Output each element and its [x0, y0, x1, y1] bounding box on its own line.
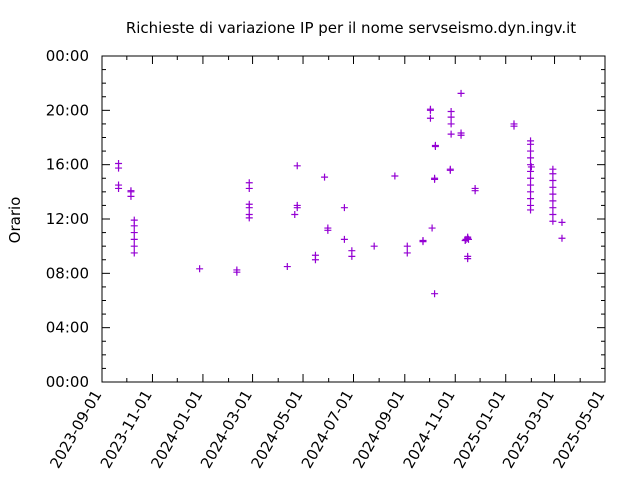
data-point	[426, 114, 434, 122]
y-tick-label: 16:00	[46, 156, 89, 174]
data-point	[527, 154, 535, 162]
data-point	[457, 129, 465, 137]
x-tick-label: 2023-09-01	[46, 387, 105, 472]
data-point	[527, 188, 535, 196]
x-axis-ticks: 2023-09-012023-11-012024-01-012024-03-01…	[46, 56, 608, 472]
data-point	[115, 181, 123, 189]
data-point	[549, 177, 557, 185]
data-point	[527, 201, 535, 209]
data-point	[391, 172, 399, 180]
x-tick-label: 2024-01-01	[147, 387, 206, 472]
data-point	[428, 224, 436, 232]
data-point	[527, 147, 535, 155]
data-point	[130, 216, 138, 224]
data-point	[471, 184, 479, 192]
data-point	[549, 190, 557, 198]
data-point	[130, 229, 138, 237]
data-point	[403, 242, 411, 250]
data-point	[324, 224, 332, 232]
data-point	[419, 237, 427, 245]
data-point	[291, 210, 299, 218]
y-tick-label: 00:00	[46, 47, 89, 65]
y-tick-label: 04:00	[46, 319, 89, 337]
x-tick-label: 2023-11-01	[97, 387, 156, 472]
x-tick-label: 2025-05-01	[549, 387, 608, 472]
x-tick-label: 2024-11-01	[400, 387, 459, 472]
data-point	[245, 179, 253, 187]
data-point	[340, 235, 348, 243]
data-point	[447, 130, 455, 138]
data-point	[527, 163, 535, 171]
data-point	[446, 165, 454, 173]
data-point	[431, 141, 439, 149]
y-axis-ticks: 00:00 04:00 08:00 12:00 16:00 20:00 00:00	[46, 47, 605, 391]
data-point	[457, 89, 465, 97]
x-tick-label: 2025-03-01	[499, 387, 558, 472]
data-point	[196, 265, 204, 273]
data-point	[527, 174, 535, 182]
data-point	[348, 247, 356, 255]
plot-border	[101, 55, 606, 383]
data-point	[447, 107, 455, 115]
x-tick-label: 2024-07-01	[298, 387, 357, 472]
data-point	[283, 263, 291, 271]
data-point	[233, 266, 241, 274]
data-point	[464, 235, 472, 243]
data-point	[558, 234, 566, 242]
data-point	[527, 137, 535, 145]
data-point	[549, 197, 557, 205]
data-point	[426, 105, 434, 113]
data-point	[293, 201, 301, 209]
data-point	[510, 120, 518, 128]
data-point	[127, 187, 135, 195]
axes-frame	[101, 55, 606, 383]
data-point	[115, 160, 123, 168]
data-point	[311, 251, 319, 259]
data-point	[431, 174, 439, 182]
y-axis-label: Orario	[6, 197, 24, 244]
y-tick-label: 00:00	[46, 373, 89, 391]
data-point	[321, 173, 329, 181]
chart-title: Richieste di variazione IP per il nome s…	[126, 19, 576, 37]
y-tick-label: 08:00	[46, 264, 89, 282]
data-point	[293, 162, 301, 170]
y-tick-label: 20:00	[46, 101, 89, 119]
data-point	[130, 242, 138, 250]
x-tick-label: 2024-03-01	[197, 387, 256, 472]
data-point	[447, 120, 455, 128]
data-point	[245, 210, 253, 218]
data-point	[130, 249, 138, 257]
x-tick-label: 2024-05-01	[247, 387, 306, 472]
data-points	[115, 89, 566, 298]
x-tick-label: 2024-09-01	[349, 387, 408, 472]
data-point	[527, 167, 535, 175]
data-point	[431, 290, 439, 298]
data-point	[549, 165, 557, 173]
data-point	[340, 204, 348, 212]
data-point	[527, 181, 535, 189]
data-point	[370, 242, 378, 250]
data-point	[245, 200, 253, 208]
data-point	[549, 210, 557, 218]
data-point	[130, 235, 138, 243]
data-point	[403, 249, 411, 257]
data-point	[464, 252, 472, 260]
data-point	[549, 204, 557, 212]
data-point	[549, 183, 557, 191]
y-tick-label: 12:00	[46, 210, 89, 228]
data-point	[558, 218, 566, 226]
data-point	[549, 217, 557, 225]
data-point	[527, 195, 535, 203]
